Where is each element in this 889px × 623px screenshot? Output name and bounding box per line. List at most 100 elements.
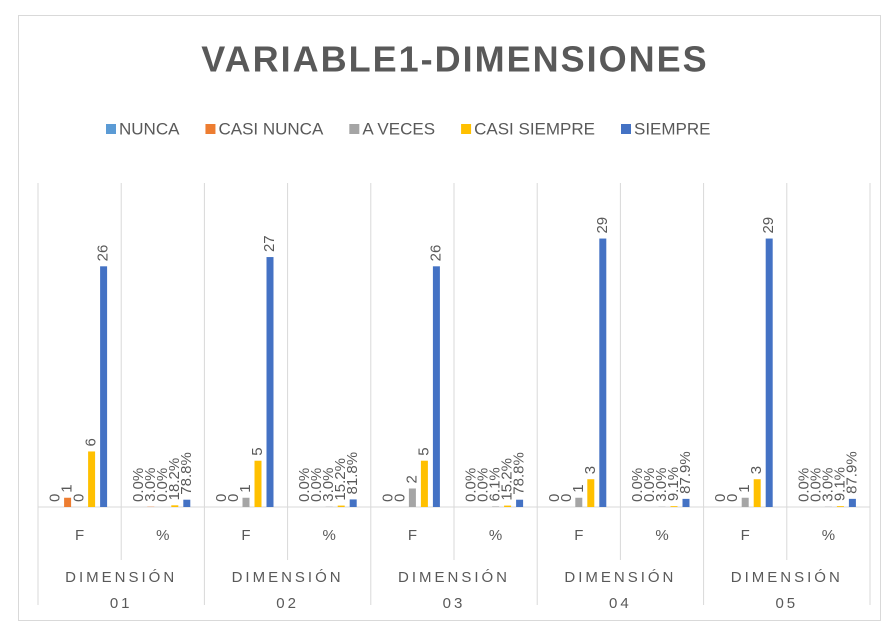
bar (670, 506, 678, 507)
data-label: 87.9% (677, 451, 694, 494)
data-label: 0.0% (629, 468, 646, 502)
x-tick-label: F (574, 527, 583, 544)
data-label: 0 (558, 494, 575, 502)
group-label: DIMENSIÓN 05 (730, 569, 843, 612)
bar (408, 488, 416, 507)
data-label: 0.0% (130, 468, 147, 502)
legend-swatch (349, 124, 360, 134)
data-label: 3.0% (819, 468, 836, 502)
data-label: 18.2% (166, 458, 183, 501)
bar (765, 238, 773, 508)
data-label: 0.0% (807, 468, 824, 502)
bar (575, 497, 583, 507)
group-label: DIMENSIÓN 03 (397, 569, 510, 612)
data-label: 1 (59, 484, 76, 492)
data-label: 15.2% (332, 458, 349, 501)
x-tick-label: F (75, 527, 84, 544)
data-label: 0.0% (308, 468, 325, 502)
bar (254, 460, 262, 507)
bar (836, 506, 844, 507)
legend-label: CASI SIEMPRE (474, 119, 595, 138)
data-label: 87.9% (843, 451, 860, 494)
bar (64, 497, 72, 507)
data-label: 26 (95, 245, 112, 262)
legend-swatch (106, 124, 116, 134)
bar (242, 497, 250, 507)
data-label: 5 (415, 447, 432, 455)
data-label: 1 (237, 484, 254, 492)
data-label: 0 (47, 494, 64, 502)
bar (349, 499, 357, 507)
data-label: 29 (760, 217, 777, 234)
bar (753, 479, 761, 507)
bar (848, 498, 856, 507)
data-label: 0.0% (463, 468, 480, 502)
bar (432, 266, 440, 507)
bar (183, 499, 191, 507)
bar (682, 498, 690, 507)
data-label: 15.2% (499, 458, 516, 501)
bar (420, 460, 428, 507)
data-label: 3.0% (320, 468, 337, 502)
legend-swatch (205, 124, 216, 134)
x-tick-label: F (741, 527, 750, 544)
bar (171, 505, 179, 507)
data-label: 5 (249, 447, 266, 455)
bar (587, 479, 595, 507)
data-label: 3 (748, 466, 765, 474)
data-label: 29 (594, 217, 611, 234)
data-label: 78.8% (511, 452, 528, 495)
x-tick-label: % (156, 527, 169, 544)
data-label: 0.0% (641, 468, 658, 502)
bar (337, 505, 345, 507)
data-label: 0.0% (154, 468, 171, 502)
bar (266, 257, 274, 507)
chart-title: VARIABLE1-DIMENSIONES (201, 39, 708, 80)
data-label: 27 (261, 235, 278, 252)
bar (599, 238, 607, 508)
group-label: DIMENSIÓN 04 (564, 569, 677, 612)
data-label: 3.0% (653, 468, 670, 502)
data-label: 0 (546, 494, 563, 502)
bar (492, 506, 500, 507)
data-label: 2 (403, 475, 420, 483)
legend-swatch (461, 124, 472, 134)
bar (516, 499, 524, 507)
data-label: 0 (225, 494, 242, 502)
group-label: DIMENSIÓN 02 (231, 569, 344, 612)
legend-label: A VECES (362, 119, 435, 138)
bar (88, 451, 96, 507)
x-tick-label: F (408, 527, 417, 544)
data-label: 0 (712, 494, 729, 502)
x-tick-label: % (655, 527, 668, 544)
legend-swatch (621, 124, 631, 134)
data-label: 3 (582, 466, 599, 474)
data-label: 78.8% (178, 452, 195, 495)
legend-label: SIEMPRE (634, 119, 711, 138)
data-label: 0.0% (475, 468, 492, 502)
data-label: 1 (736, 484, 753, 492)
data-label: 1 (570, 484, 587, 492)
legend-label: NUNCA (119, 119, 180, 138)
data-label: 3.0% (142, 468, 159, 502)
data-label: 9.1% (665, 467, 682, 501)
data-label: 0.0% (296, 468, 313, 502)
x-tick-label: F (241, 527, 250, 544)
data-label: 9.1% (831, 467, 848, 501)
bar (100, 266, 108, 507)
legend-label: CASI NUNCA (218, 119, 324, 138)
data-label: 81.8% (344, 452, 361, 495)
chart-border (18, 15, 881, 621)
group-label: DIMENSIÓN 01 (65, 569, 178, 612)
data-label: 0.0% (795, 468, 812, 502)
data-label: 0 (213, 494, 230, 502)
bar (741, 497, 749, 507)
x-tick-label: % (323, 527, 336, 544)
data-label: 6 (83, 438, 100, 446)
data-label: 26 (427, 245, 444, 262)
x-tick-label: % (489, 527, 502, 544)
data-label: 6.1% (487, 467, 504, 501)
data-label: 0 (379, 494, 396, 502)
